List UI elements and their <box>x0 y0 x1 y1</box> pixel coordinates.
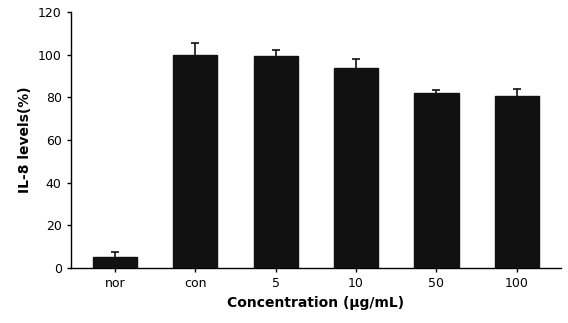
Bar <box>254 56 298 268</box>
Bar <box>334 68 378 268</box>
X-axis label: Concentration (μg/mL): Concentration (μg/mL) <box>227 296 404 310</box>
Bar <box>93 257 137 268</box>
Bar <box>173 55 218 268</box>
Bar <box>495 96 539 268</box>
Bar <box>415 93 458 268</box>
Y-axis label: IL-8 levels(%): IL-8 levels(%) <box>18 87 32 193</box>
